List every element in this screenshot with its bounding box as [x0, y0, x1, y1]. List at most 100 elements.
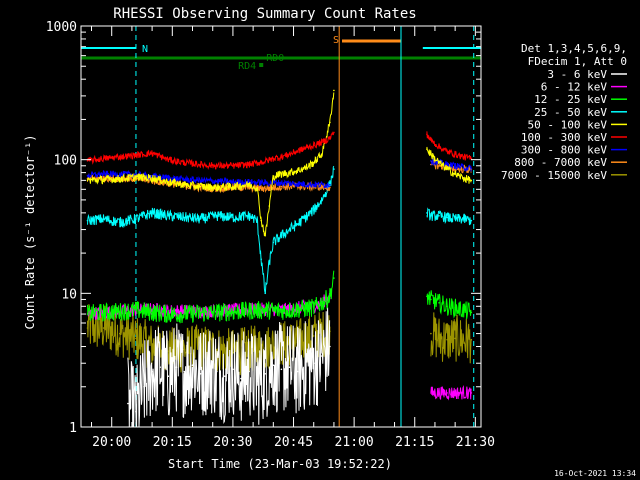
data-point-50-100-kev [438, 161, 440, 164]
data-point-100-300-kev [430, 139, 432, 141]
series-line-12-25-kev [426, 290, 472, 320]
data-point-50-100-kev [264, 234, 267, 237]
data-point-50-100-kev [430, 153, 432, 155]
data-point-50-100-kev [232, 185, 234, 188]
data-point-100-300-kev [296, 150, 299, 152]
data-point-25-50-kev [446, 216, 448, 219]
data-point-6-12-kev [438, 392, 440, 394]
data-point-100-300-kev [280, 156, 283, 158]
data-point-100-300-kev [232, 165, 234, 167]
x-tick-label: 21:00 [335, 435, 374, 450]
flag-label-s: S [333, 35, 339, 46]
data-point-25-50-kev [135, 218, 137, 220]
data-point-100-300-kev [446, 150, 448, 153]
series-line-50-100-kev [87, 92, 335, 237]
data-point-800-7000-kev [438, 165, 440, 167]
data-point-12-25-kev [296, 308, 299, 311]
data-point-3-6-kev [224, 375, 226, 378]
data-point-50-100-kev [119, 177, 121, 180]
data-point-300-800-kev [446, 163, 448, 166]
data-point-100-300-kev [248, 163, 250, 166]
series-line-6-12-kev [430, 384, 472, 401]
data-point-25-50-kev [321, 199, 323, 201]
data-point-50-100-kev [151, 177, 153, 179]
data-point-300-800-kev [454, 165, 456, 167]
flag-label-rd0: RD0 [266, 53, 284, 64]
data-point-300-800-kev [183, 178, 186, 181]
footer-date: 16-Oct-2021 13:34 [554, 469, 636, 478]
data-point-3-6-kev [232, 368, 234, 371]
x-tick-label: 20:45 [274, 435, 313, 450]
data-point-3-6-kev [199, 373, 202, 375]
series-line-12-25-kev [87, 270, 335, 324]
y-tick-label: 100 [54, 154, 77, 169]
data-point-12-25-kev [426, 295, 428, 298]
data-point-300-800-kev [329, 183, 331, 186]
data-point-100-300-kev [333, 131, 335, 134]
legend-label-100-300-kev: 100 - 300 keV [521, 131, 607, 144]
data-point-12-25-kev [312, 307, 315, 309]
data-point-50-100-kev [272, 175, 275, 178]
y-tick-label: 1000 [46, 20, 77, 35]
data-point-100-300-kev [135, 154, 137, 156]
data-point-12-25-kev [438, 302, 440, 304]
data-point-12-25-kev [248, 310, 250, 312]
data-point-12-25-kev [430, 298, 432, 301]
data-point-50-100-kev [288, 171, 291, 174]
series-line-100-300-kev [87, 131, 335, 170]
data-point-100-300-kev [329, 137, 331, 139]
data-point-7000-15000-kev [151, 345, 153, 348]
data-point-7000-15000-kev [183, 348, 186, 351]
data-point-300-800-kev [102, 173, 105, 175]
data-point-25-50-kev [256, 219, 259, 222]
legend-label-12-25-kev: 12 - 25 keV [534, 93, 607, 106]
data-point-100-300-kev [264, 160, 267, 163]
data-point-3-6-kev [207, 366, 210, 369]
data-point-50-100-kev [321, 153, 323, 155]
data-point-12-25-kev [280, 310, 283, 312]
data-point-800-7000-kev [430, 163, 432, 166]
data-point-50-100-kev [268, 205, 271, 207]
legend-header: Det 1,3,4,5,6,9, [521, 42, 627, 55]
data-point-6-12-kev [430, 392, 432, 394]
data-point-50-100-kev [333, 89, 335, 92]
data-point-50-100-kev [329, 121, 331, 124]
data-point-25-50-kev [232, 216, 234, 219]
data-point-50-100-kev [470, 179, 473, 182]
legend-label-800-7000-kev: 800 - 7000 keV [514, 156, 607, 169]
data-point-3-6-kev [159, 366, 161, 369]
data-point-25-50-kev [183, 216, 186, 219]
legend-label-50-100-kev: 50 - 100 keV [528, 118, 608, 131]
series-line-300-800-kev [87, 169, 331, 190]
data-point-100-300-kev [272, 157, 275, 160]
data-point-300-800-kev [86, 174, 89, 177]
data-point-50-100-kev [312, 161, 315, 164]
legend-label-25-50-kev: 25 - 50 keV [534, 106, 607, 119]
data-point-7000-15000-kev [312, 335, 315, 337]
data-point-100-300-kev [151, 152, 153, 154]
data-point-25-50-kev [333, 168, 335, 170]
data-point-6-12-kev [232, 309, 234, 311]
data-point-100-300-kev [102, 157, 105, 160]
data-point-12-25-kev [321, 302, 323, 304]
legend-label-6-12-kev: 6 - 12 keV [541, 81, 608, 94]
data-point-12-25-kev [86, 313, 89, 315]
data-point-25-50-kev [470, 219, 473, 222]
x-tick-label: 20:30 [213, 435, 252, 450]
data-point-300-800-kev [312, 183, 315, 186]
data-point-7000-15000-kev [135, 337, 137, 340]
x-axis-label: Start Time (23-Mar-03 19:52:22) [168, 457, 392, 471]
data-point-3-6-kev [296, 370, 299, 373]
data-point-3-6-kev [288, 366, 291, 369]
data-point-3-6-kev [272, 364, 275, 367]
data-point-50-100-kev [426, 148, 428, 150]
data-point-100-300-kev [470, 157, 473, 160]
data-point-3-6-kev [135, 411, 137, 413]
data-point-7000-15000-kev [454, 337, 456, 340]
data-point-12-25-kev [333, 277, 335, 279]
data-point-25-50-kev [272, 241, 275, 244]
data-point-7000-15000-kev [446, 338, 448, 341]
data-point-300-800-kev [216, 180, 218, 182]
y-tick-label: 10 [61, 287, 77, 302]
